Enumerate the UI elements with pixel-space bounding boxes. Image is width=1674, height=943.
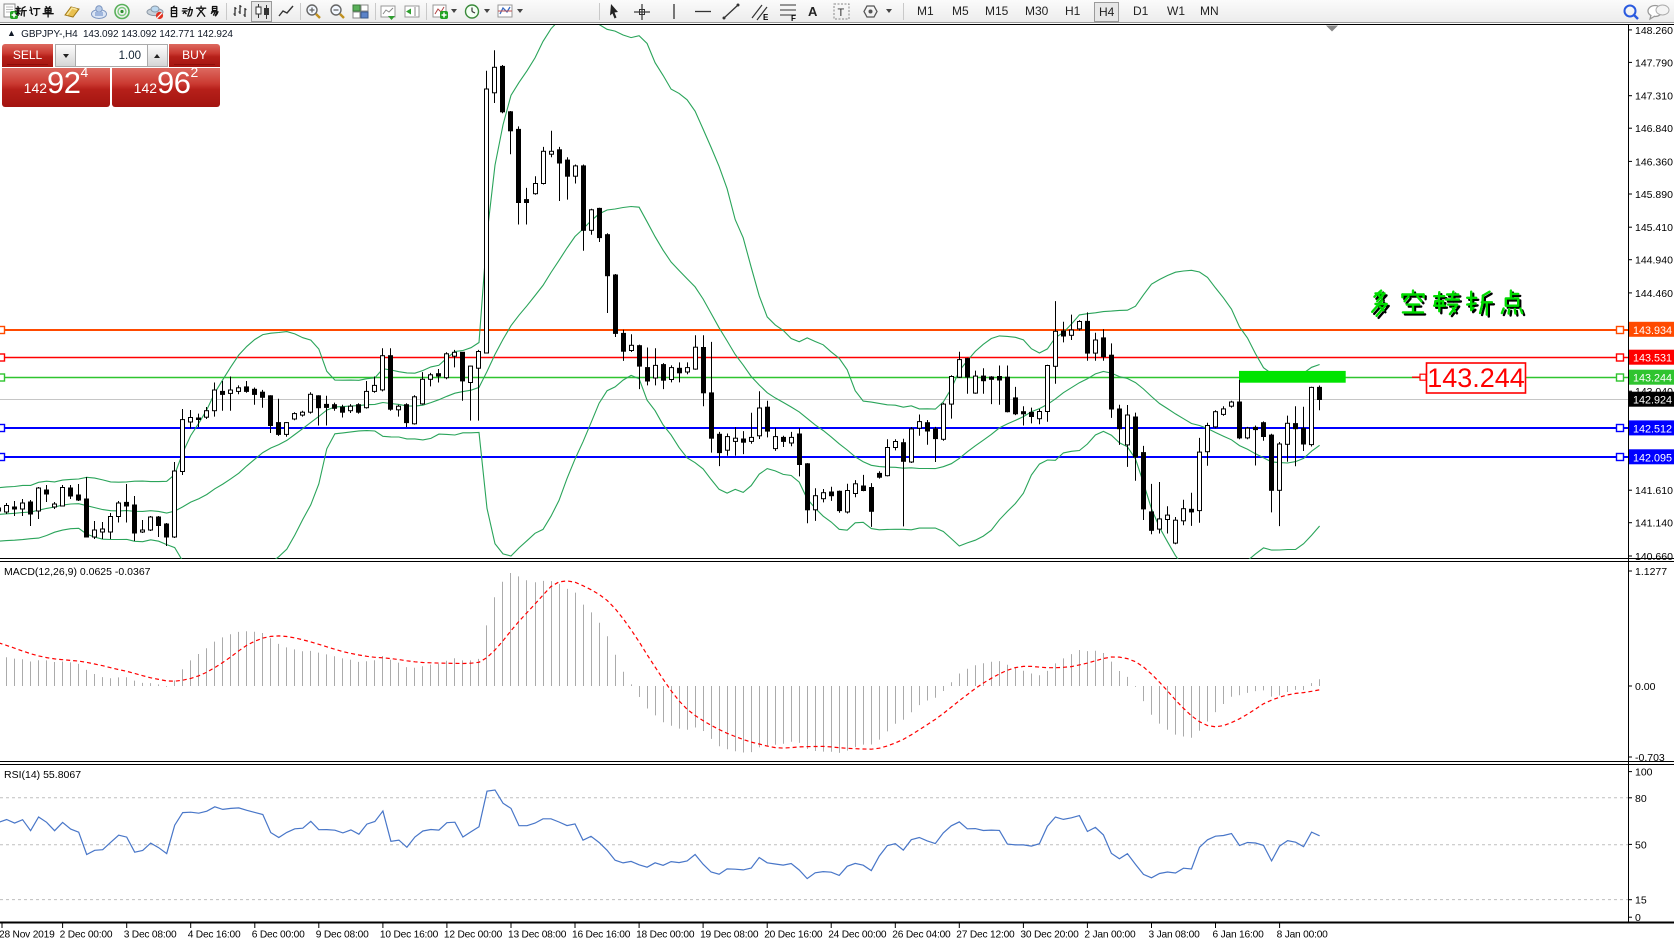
svg-text:MACD(12,26,9) 0.0625 -0.0367: MACD(12,26,9) 0.0625 -0.0367: [4, 566, 151, 578]
svg-text:143.531: 143.531: [1633, 353, 1672, 365]
svg-text:19 Dec 08:00: 19 Dec 08:00: [700, 930, 759, 941]
svg-text:141.610: 141.610: [1635, 485, 1673, 497]
svg-text:26 Dec 04:00: 26 Dec 04:00: [892, 930, 951, 941]
svg-text:T: T: [838, 7, 845, 19]
svg-text:100: 100: [1635, 767, 1653, 779]
svg-text:144.940: 144.940: [1635, 255, 1673, 267]
svg-text:2 Dec 00:00: 2 Dec 00:00: [60, 930, 113, 941]
svg-text:1.1277: 1.1277: [1635, 566, 1667, 578]
svg-text:3 Dec 08:00: 3 Dec 08:00: [124, 930, 177, 941]
svg-text:0.00: 0.00: [1635, 681, 1656, 693]
svg-text:8 Jan 00:00: 8 Jan 00:00: [1277, 930, 1329, 941]
svg-text:147.310: 147.310: [1635, 91, 1673, 103]
svg-text:50: 50: [1635, 839, 1647, 851]
svg-text:18 Dec 00:00: 18 Dec 00:00: [636, 930, 695, 941]
svg-text:146.840: 146.840: [1635, 123, 1673, 135]
svg-text:4 Dec 16:00: 4 Dec 16:00: [188, 930, 241, 941]
svg-text:147.790: 147.790: [1635, 57, 1673, 69]
svg-text:13 Dec 08:00: 13 Dec 08:00: [508, 930, 567, 941]
svg-text:3 Jan 08:00: 3 Jan 08:00: [1149, 930, 1201, 941]
svg-text:148.260: 148.260: [1635, 25, 1673, 37]
svg-text:142.512: 142.512: [1633, 423, 1672, 435]
svg-text:142.924: 142.924: [1633, 395, 1672, 407]
svg-text:12 Dec 00:00: 12 Dec 00:00: [444, 930, 503, 941]
svg-text:20 Dec 16:00: 20 Dec 16:00: [764, 930, 823, 941]
svg-text:-0.703: -0.703: [1635, 752, 1665, 764]
svg-text:146.360: 146.360: [1635, 156, 1673, 168]
svg-text:142.095: 142.095: [1633, 452, 1672, 464]
svg-text:15: 15: [1635, 895, 1647, 907]
svg-text:140.660: 140.660: [1635, 551, 1673, 563]
svg-text:9 Dec 08:00: 9 Dec 08:00: [316, 930, 369, 941]
svg-text:143.934: 143.934: [1633, 325, 1672, 337]
svg-text:10 Dec 16:00: 10 Dec 16:00: [380, 930, 439, 941]
svg-text:6 Dec 00:00: 6 Dec 00:00: [252, 930, 305, 941]
svg-text:16 Dec 16:00: 16 Dec 16:00: [572, 930, 631, 941]
svg-text:145.890: 145.890: [1635, 189, 1673, 201]
svg-text:143.244: 143.244: [1427, 363, 1525, 393]
svg-text:RSI(14) 55.8067: RSI(14) 55.8067: [4, 769, 81, 781]
svg-text:144.460: 144.460: [1635, 288, 1673, 300]
svg-text:2 Jan 00:00: 2 Jan 00:00: [1084, 930, 1136, 941]
svg-text:143.244: 143.244: [1633, 373, 1672, 385]
svg-text:28 Nov 2019: 28 Nov 2019: [0, 930, 55, 941]
svg-text:6 Jan 16:00: 6 Jan 16:00: [1213, 930, 1265, 941]
svg-text:27 Dec 12:00: 27 Dec 12:00: [956, 930, 1015, 941]
svg-text:80: 80: [1635, 793, 1647, 805]
svg-text:141.140: 141.140: [1635, 518, 1673, 530]
svg-text:145.410: 145.410: [1635, 222, 1673, 234]
svg-text:30 Dec 20:00: 30 Dec 20:00: [1020, 930, 1079, 941]
svg-text:0: 0: [1635, 912, 1641, 924]
svg-text:F: F: [791, 14, 796, 21]
svg-text:E: E: [763, 13, 769, 21]
svg-text:24 Dec 00:00: 24 Dec 00:00: [828, 930, 887, 941]
